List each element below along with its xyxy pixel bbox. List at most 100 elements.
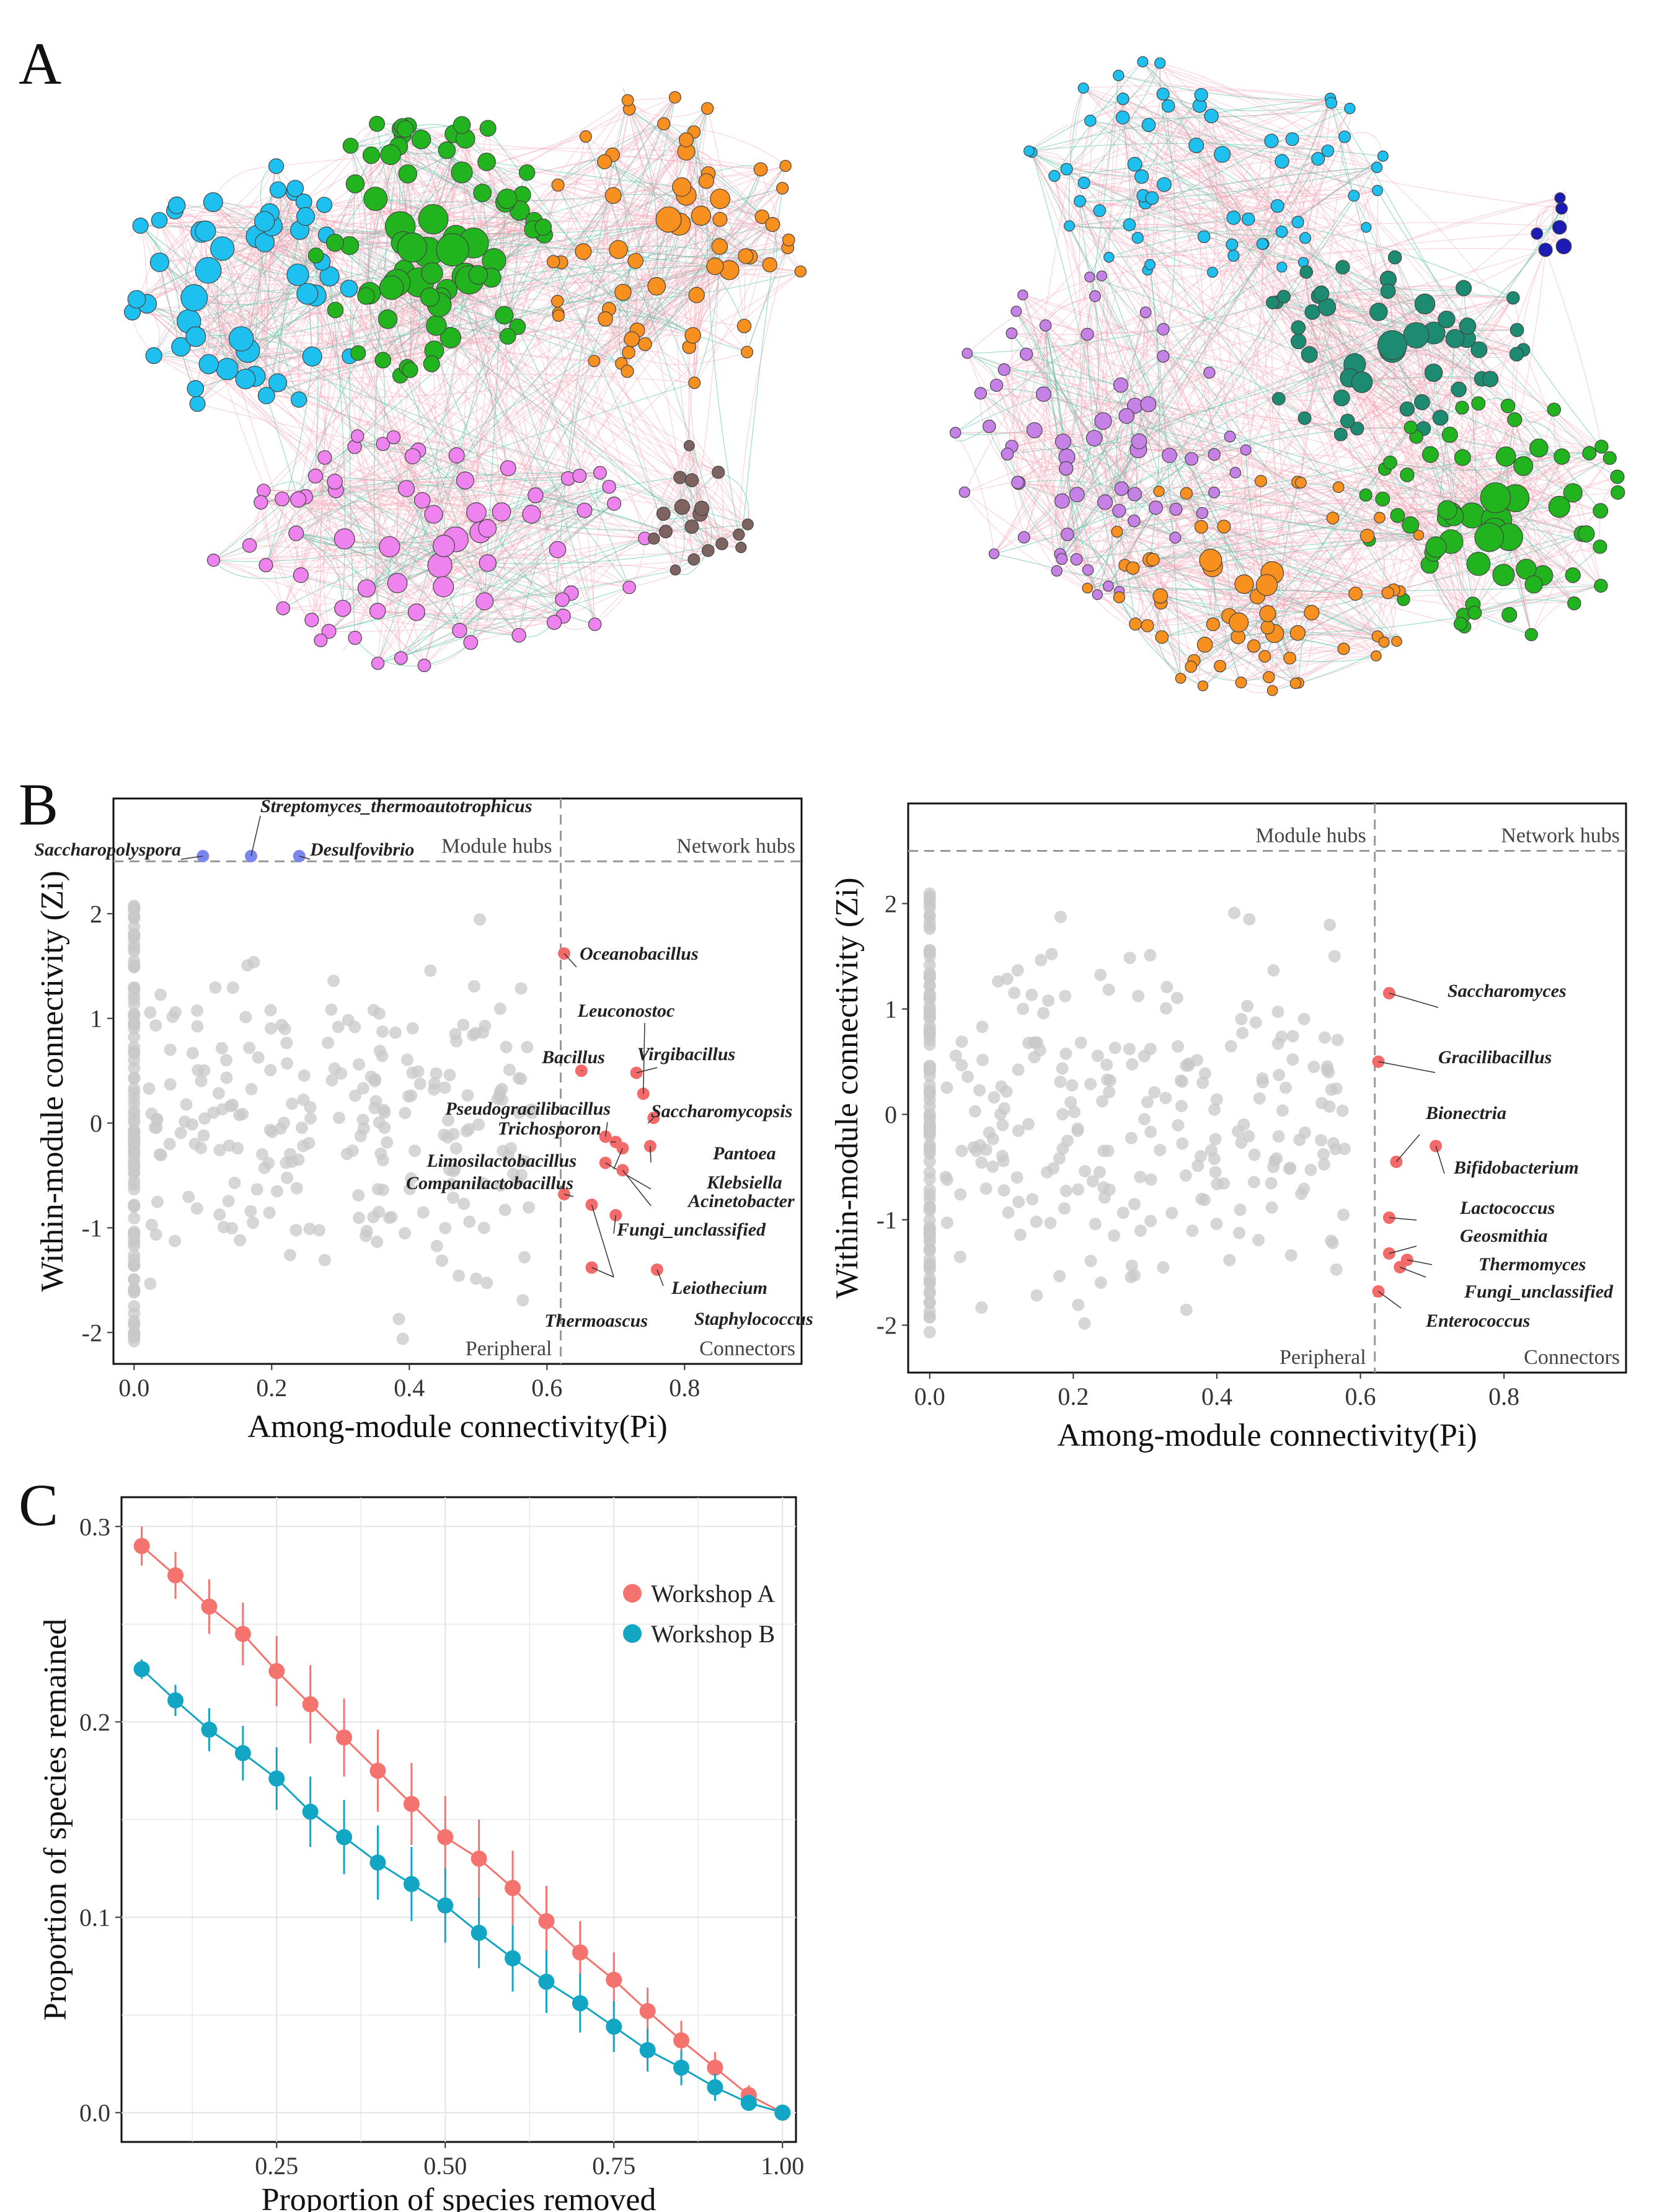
positive-edge [1083, 86, 1331, 99]
positive-edge [557, 185, 673, 223]
negative-edge [1474, 599, 1575, 613]
network-node [1077, 82, 1089, 94]
network-node [1552, 219, 1567, 235]
network-node [753, 162, 768, 177]
network-node [776, 182, 789, 195]
positive-edge [315, 476, 425, 666]
positive-edge [1298, 297, 1513, 342]
peripheral-point [923, 1242, 936, 1255]
peripheral-point [228, 1177, 241, 1190]
peripheral-point [457, 1019, 470, 1032]
peripheral-point [1170, 991, 1183, 1004]
positive-edge [1045, 325, 1236, 474]
positive-edge [276, 148, 686, 167]
positive-edge [1211, 98, 1331, 117]
positive-edge [1139, 327, 1299, 442]
peripheral-point [198, 1064, 211, 1077]
positive-edge [1196, 145, 1452, 513]
x-tick-label: 0.8 [669, 1374, 700, 1402]
peripheral-point [327, 975, 340, 988]
network-node [149, 252, 169, 272]
positive-edge [1272, 136, 1345, 691]
positive-edge [1023, 334, 1088, 538]
positive-edge [1056, 570, 1388, 595]
positive-edge [1152, 518, 1333, 560]
peripheral-point [1315, 1134, 1328, 1147]
positive-edge [1116, 531, 1191, 667]
negative-edge [1160, 595, 1312, 613]
connector-label: Enterococcus [1425, 1311, 1530, 1331]
positive-edge [208, 229, 300, 271]
positive-edge [459, 338, 632, 631]
network-node [1141, 118, 1156, 132]
network-node [528, 487, 544, 503]
positive-edge [342, 456, 413, 609]
positive-edge [1152, 197, 1298, 223]
series-point [437, 1829, 454, 1846]
positive-edge [1108, 372, 1210, 586]
network-node [1467, 606, 1482, 620]
positive-edge [283, 490, 337, 609]
network-node [741, 518, 754, 531]
negative-edge [1076, 518, 1333, 560]
network-node [698, 173, 715, 189]
network-node [1507, 412, 1523, 427]
positive-edge [629, 550, 709, 588]
positive-edge [1139, 441, 1383, 500]
peripheral-point [1054, 911, 1067, 924]
positive-edge [1069, 218, 1249, 228]
negative-edge [247, 192, 295, 351]
positive-edge [663, 123, 786, 167]
series-point [403, 1795, 420, 1812]
positive-edge [1300, 482, 1389, 593]
positive-edge [501, 511, 555, 623]
y-tick-label: -2 [877, 1312, 897, 1340]
positive-edge [456, 188, 783, 456]
peripheral-point [1180, 1059, 1193, 1072]
positive-edge [631, 198, 721, 340]
peripheral-point [128, 1040, 141, 1053]
negative-edge [393, 436, 477, 513]
positive-edge [1425, 297, 1514, 309]
peripheral-point [443, 1068, 456, 1081]
negative-edge [1015, 311, 1106, 503]
positive-edge [408, 125, 673, 223]
negative-edge [1162, 533, 1587, 638]
positive-edge [1045, 296, 1095, 326]
negative-edge [718, 472, 749, 524]
negative-edge [1416, 436, 1448, 510]
positive-edge [1023, 325, 1048, 538]
positive-edge [1152, 535, 1368, 560]
positive-edge [1147, 404, 1214, 493]
peripheral-point [1233, 1226, 1246, 1239]
positive-edge [606, 154, 628, 372]
positive-edge [1451, 510, 1601, 542]
network-node [357, 287, 375, 305]
peripheral-point [976, 1053, 989, 1066]
positive-edge [245, 350, 435, 379]
network-node [1500, 399, 1516, 414]
network-node [688, 376, 701, 389]
positive-edge [323, 481, 335, 632]
network-node [195, 220, 216, 242]
positive-edge [1116, 531, 1394, 591]
positive-edge [622, 215, 702, 293]
positive-edge [1103, 420, 1214, 456]
peripheral-point [500, 1040, 513, 1053]
network-node [1162, 448, 1177, 463]
positive-edge [558, 221, 673, 316]
network-node [575, 243, 592, 260]
peripheral-point [923, 1089, 936, 1102]
positive-edge [685, 195, 702, 509]
network-node [276, 601, 290, 616]
peripheral-point [923, 1069, 936, 1082]
peripheral-point [128, 1249, 141, 1262]
positive-edge [1102, 237, 1138, 422]
positive-edge [1283, 296, 1496, 498]
network-node [1054, 433, 1071, 450]
network-node [1118, 408, 1134, 424]
peripheral-point [263, 1123, 276, 1136]
peripheral-point [961, 1070, 975, 1083]
positive-edge [682, 472, 719, 508]
peripheral-point [164, 1043, 177, 1056]
